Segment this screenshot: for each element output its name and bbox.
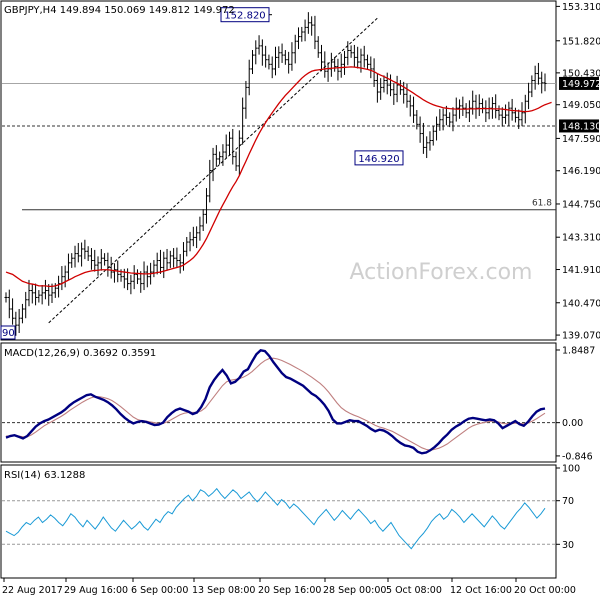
moving-average-line [5,66,552,288]
x-tick-label: 20 Oct 00:00 [514,585,576,596]
start-low-label: 90 [2,328,15,339]
high-label: 152.820 [224,11,265,22]
macd-tick-label: 1.8487 [562,345,595,356]
macd-title: MACD(12,26,9) 0.3692 0.3591 [4,348,156,359]
macd-lines [5,349,546,455]
price-tag-label: 149.972 [562,79,600,90]
x-tick-label: 6 Sep 00:00 [131,585,188,596]
x-tick-label: 20 Sep 16:00 [258,585,321,596]
price-tick-label: 150.430 [562,68,600,79]
macd-tick-label: -0.846 [562,451,593,462]
macd-line [5,349,546,455]
price-tick-label: 141.910 [562,265,600,276]
x-tick-label: 12 Oct 16:00 [450,585,512,596]
macd-tick-label: 0.00 [562,418,583,429]
x-tick-label: 22 Aug 2017 [2,585,63,596]
rsi-panel-frame [0,464,557,579]
price-tick-label: 151.820 [562,36,600,47]
rsi-lines [5,487,546,550]
watermark: ActionForex.com [350,260,533,285]
x-tick-label: 5 Oct 08:00 [386,585,442,596]
macd-panel-frame [0,342,557,463]
rsi-title: RSI(14) 63.1288 [4,470,85,481]
chart-header: GBPJPY,H4 149.894 150.069 149.812 149.97… [4,5,235,16]
rsi-axis: 100 70 30 [2,464,580,551]
price-candles [4,12,547,336]
low-label-box [354,150,404,166]
x-tick-label: 28 Sep 00:00 [323,585,386,596]
price-tick-label: 143.310 [562,233,600,244]
low-label: 146.920 [358,154,399,165]
price-reference-lines: 61.8 [2,17,556,324]
moving-average [5,66,552,288]
price-tick-label: 144.750 [562,199,600,210]
macd-signal-line [6,357,546,451]
price-tick-label: 153.310 [562,2,600,13]
price-tick-label: 139.070 [562,331,600,342]
fib-label: 61.8 [532,199,552,209]
rsi-line [5,487,546,550]
x-tick-label: 13 Sep 08:00 [192,585,255,596]
price-tick-label: 149.050 [562,100,600,111]
macd-axis: 1.8487 0.00 -0.846 [2,345,595,462]
price-tick-label: 146.190 [562,166,600,177]
price-tick-label: 140.470 [562,298,600,309]
support-tag-box [559,119,599,133]
price-tick-label: 147.590 [562,134,600,145]
support-tag-label: 148.130 [562,121,600,132]
price-axis: 153.310 151.820 150.430 149.050 147.590 146.1… [556,2,600,342]
start-low-label-box [0,325,16,340]
price-annotations: 149.972 148.130 152.820 146.920 90 [0,7,600,340]
x-axis: 22 Aug 2017 29 Aug 16:00 6 Sep 00:00 13 Sep… [2,578,576,596]
rsi-tick-label: 100 [562,464,580,475]
rsi-tick-label: 30 [562,540,574,551]
price-tag-box [559,76,599,90]
x-tick-label: 29 Aug 16:00 [64,585,128,596]
rsi-tick-label: 70 [562,496,574,507]
